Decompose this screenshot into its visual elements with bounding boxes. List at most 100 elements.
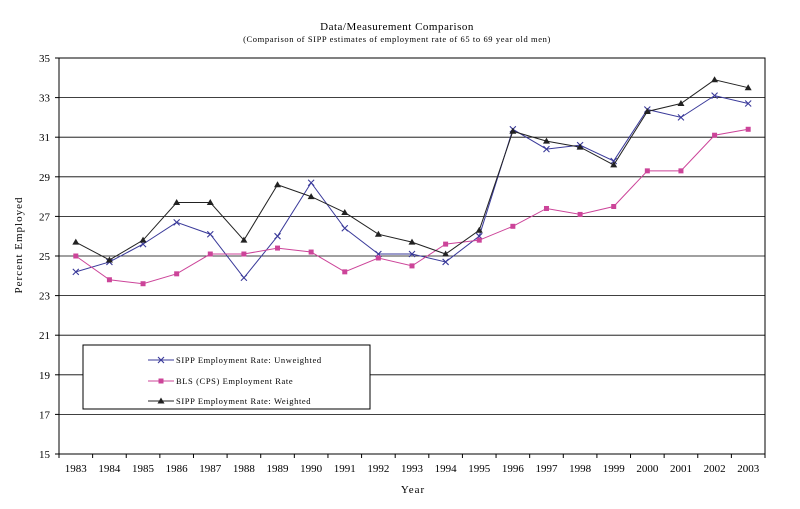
- data-point: [711, 76, 719, 83]
- series-3: [72, 76, 752, 263]
- data-point: [744, 100, 752, 107]
- x-tick-label: 1985: [132, 463, 155, 475]
- data-point: [140, 281, 146, 287]
- x-tick-label: 2002: [704, 463, 726, 475]
- data-point: [476, 237, 482, 243]
- data-point: [510, 223, 516, 229]
- data-point: [543, 205, 549, 211]
- series-layer: [72, 76, 752, 287]
- x-tick-label: 1990: [300, 463, 323, 475]
- data-point: [509, 127, 517, 134]
- x-tick-label: 1993: [401, 463, 424, 475]
- data-point: [374, 230, 382, 237]
- data-point: [610, 157, 618, 165]
- x-tick-label: 2000: [636, 463, 659, 475]
- data-point: [744, 84, 752, 91]
- data-point: [543, 145, 550, 153]
- x-tick-label: 1988: [233, 463, 256, 475]
- data-point: [408, 250, 416, 258]
- data-point: [577, 211, 583, 217]
- y-tick-label: 15: [39, 449, 51, 461]
- data-point: [644, 168, 650, 174]
- x-tick-label: 1998: [569, 463, 592, 475]
- data-point: [207, 251, 213, 257]
- y-tick-label: 21: [39, 330, 50, 342]
- y-tick-label: 19: [39, 370, 51, 382]
- data-point: [442, 250, 450, 257]
- data-point: [443, 241, 449, 247]
- data-point: [174, 271, 180, 277]
- y-tick-label: 35: [39, 53, 51, 65]
- x-tick-label: 1995: [468, 463, 491, 475]
- data-point: [206, 230, 214, 238]
- data-point: [240, 274, 248, 282]
- x-tick-label: 1997: [535, 463, 558, 475]
- series-line: [75, 95, 749, 279]
- x-tick-label: 1999: [603, 463, 626, 475]
- data-point: [408, 238, 416, 245]
- data-point: [643, 107, 651, 114]
- data-point: [375, 255, 381, 261]
- data-point: [72, 268, 80, 276]
- data-point: [105, 256, 113, 263]
- legend-label: SIPP Employment Rate: Weighted: [176, 396, 311, 406]
- x-axis-label: Year: [401, 484, 425, 496]
- legend: SIPP Employment Rate: Unweighted BLS (CPS…: [82, 344, 371, 410]
- data-point: [677, 100, 685, 107]
- data-point: [274, 181, 282, 188]
- data-point: [106, 277, 112, 283]
- data-point: [678, 168, 684, 174]
- data-point: [72, 238, 80, 245]
- x-tick-label: 2003: [737, 463, 760, 475]
- data-point: [139, 236, 147, 243]
- data-point: [274, 232, 281, 240]
- data-point: [677, 114, 685, 121]
- legend-marker: [157, 397, 165, 404]
- x-tick-label: 1989: [267, 463, 290, 475]
- x-tick-label: 1986: [166, 463, 189, 475]
- chart-title: Data/Measurement Comparison: [320, 21, 474, 33]
- data-point: [341, 224, 349, 232]
- legend-label: BLS (CPS) Employment Rate: [176, 376, 293, 386]
- x-tick-label: 1992: [367, 463, 389, 475]
- data-point: [611, 204, 617, 209]
- data-point: [712, 132, 718, 138]
- data-point: [206, 199, 214, 206]
- data-point: [240, 236, 248, 243]
- data-point: [475, 226, 483, 233]
- data-point: [307, 193, 315, 200]
- data-point: [711, 92, 718, 100]
- data-point: [610, 161, 618, 168]
- data-point: [409, 263, 415, 269]
- data-point: [442, 258, 450, 266]
- data-point: [576, 143, 584, 150]
- data-point: [241, 251, 247, 257]
- y-tick-label: 31: [39, 132, 50, 144]
- legend-marker: [157, 356, 165, 364]
- x-tick-label: 1994: [435, 463, 458, 475]
- y-tick-label: 27: [39, 211, 51, 223]
- y-axis-label: Percent Employed: [13, 197, 25, 294]
- series-line: [75, 128, 749, 285]
- legend-label: SIPP Employment Rate: Unweighted: [176, 355, 322, 365]
- x-tick-label: 2001: [670, 463, 692, 475]
- legend-box: [82, 344, 371, 410]
- y-axis-ticks: 15 17 19 21 23 25 27 29 31 33 35: [39, 53, 59, 461]
- data-point: [308, 249, 314, 255]
- y-tick-label: 29: [39, 172, 51, 184]
- legend-item: BLS (CPS) Employment Rate: [148, 376, 293, 386]
- y-tick-label: 17: [39, 409, 51, 421]
- data-point: [173, 218, 181, 226]
- series-2: [73, 126, 751, 287]
- data-point: [73, 253, 79, 259]
- data-point: [275, 245, 281, 251]
- x-axis-ticks: 1983 1984 1985 1986 1987 1988 1989 1990 1991 1992…: [58, 454, 766, 475]
- x-tick-label: 1991: [334, 463, 356, 475]
- x-tick-label: 1983: [65, 463, 88, 475]
- legend-item: SIPP Employment Rate: Weighted: [148, 396, 311, 406]
- data-point: [342, 269, 348, 275]
- data-point: [542, 137, 550, 144]
- data-point: [745, 126, 751, 132]
- data-point: [341, 208, 349, 215]
